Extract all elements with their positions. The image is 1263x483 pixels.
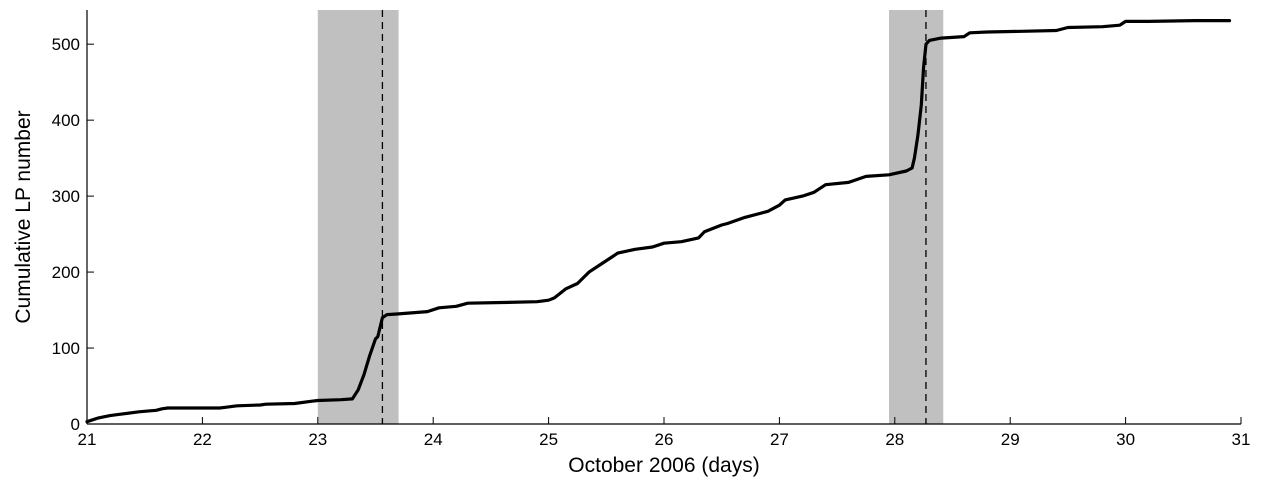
y-tick-label-0: 0 (71, 415, 80, 434)
x-tick-label-28: 28 (885, 430, 904, 449)
y-tick-label-200: 200 (52, 263, 80, 282)
shaded-interval-2 (889, 10, 944, 424)
y-tick-label-300: 300 (52, 187, 80, 206)
y-tick-label-400: 400 (52, 111, 80, 130)
x-tick-label-26: 26 (655, 430, 674, 449)
x-tick-label-30: 30 (1116, 430, 1135, 449)
data-series (85, 19, 1232, 424)
x-tick-label-22: 22 (193, 430, 212, 449)
series-line-1 (85, 19, 1232, 424)
x-tick-label-23: 23 (308, 430, 327, 449)
x-tick-label-25: 25 (539, 430, 558, 449)
x-tick-label-24: 24 (424, 430, 443, 449)
shaded-intervals (317, 10, 944, 424)
x-tick-label-29: 29 (1001, 430, 1020, 449)
ticks: 21 22 23 24 25 26 27 28 29 30 31 0 100 200 300 400 500 (52, 35, 1251, 449)
y-tick-label-100: 100 (52, 339, 80, 358)
x-tick-label-31: 31 (1232, 430, 1251, 449)
x-tick-label-27: 27 (770, 430, 789, 449)
x-tick-label-21: 21 (78, 430, 97, 449)
x-axis-label: October 2006 (days) (568, 454, 759, 477)
y-tick-label-500: 500 (52, 35, 80, 54)
event-markers (381, 10, 927, 424)
y-axis-label: Cumulative LP number (12, 110, 35, 323)
shaded-interval-1 (317, 10, 399, 424)
axes (86, 10, 1241, 425)
